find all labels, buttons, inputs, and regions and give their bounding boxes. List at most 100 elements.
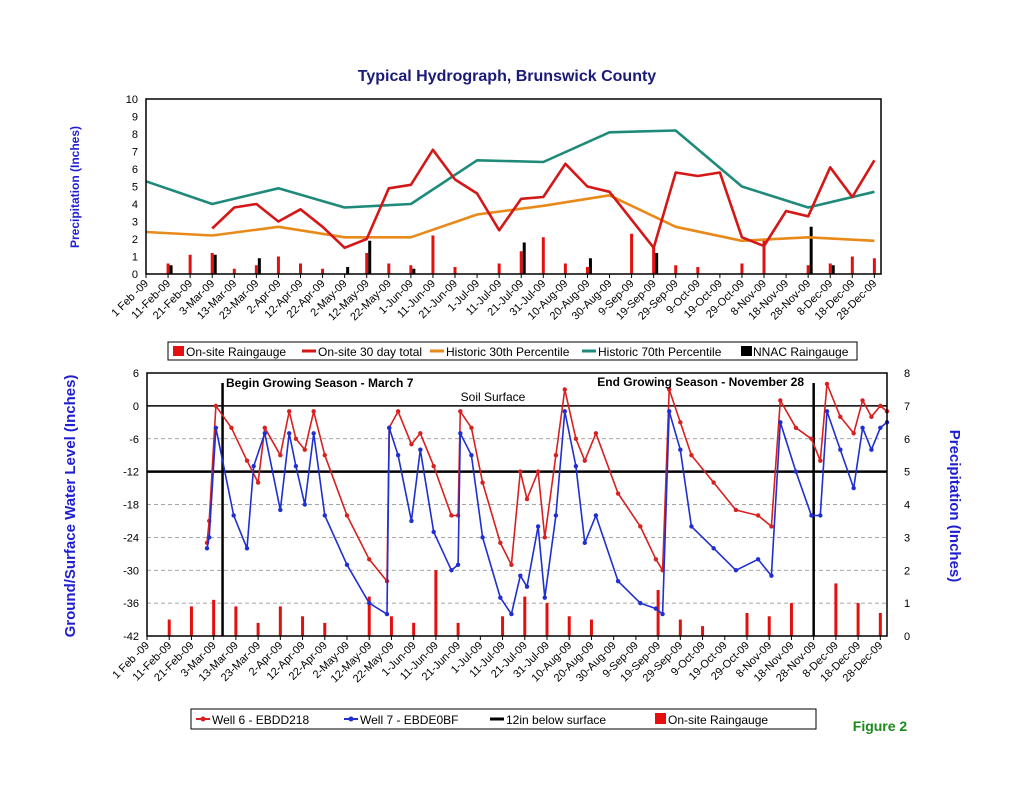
y-tick-label: 8	[132, 129, 138, 141]
legend-label-p30: Historic 30th Percentile	[446, 345, 570, 359]
point-well-7-ebde0bf	[384, 611, 390, 617]
bottom-plot-frame	[146, 372, 888, 637]
point-well-6-ebdd218	[518, 469, 523, 474]
legend-label-p70: Historic 70th Percentile	[598, 345, 722, 359]
point-well-6-ebdd218	[409, 442, 414, 447]
y2-tick-label: 8	[904, 368, 910, 380]
point-well-7-ebde0bf	[593, 513, 599, 518]
point-well-6-ebdd218	[418, 431, 423, 436]
figure-label: Figure 2	[853, 718, 908, 734]
point-well-7-ebde0bf	[251, 463, 256, 469]
series-line-historic-30th-percentile	[145, 194, 875, 243]
bar-on-site-raingauge	[232, 268, 236, 274]
bar-on-site-raingauge	[806, 265, 810, 274]
bar-on-site-raingauge	[762, 239, 766, 274]
bar-on-site-raingauge	[365, 253, 369, 274]
y2-tick-label: 2	[904, 565, 910, 577]
bar-nnac-raingauge	[412, 268, 416, 274]
point-well-6-ebdd218	[278, 452, 283, 458]
legend-marker-well7	[348, 716, 354, 722]
annotation-soil-surface: Soil Surface	[461, 390, 526, 404]
point-well-7-ebde0bf	[851, 485, 856, 491]
bar-on-site-raingauge	[299, 263, 303, 274]
point-well-7-ebde0bf	[524, 584, 530, 589]
point-well-7-ebde0bf	[562, 409, 567, 414]
legend-label-total30: On-site 30 day total	[318, 345, 422, 359]
point-well-7-ebde0bf	[509, 611, 514, 617]
point-well-7-ebde0bf	[449, 568, 454, 573]
point-well-7-ebde0bf	[582, 540, 587, 546]
legend-label-raingauge: On-site Raingauge	[186, 345, 286, 359]
bar-on-site-raingauge	[523, 596, 527, 636]
y-tick-label: 3	[132, 217, 138, 229]
bar-on-site-raingauge	[188, 254, 192, 274]
point-well-6-ebdd218	[689, 452, 694, 458]
point-well-6-ebdd218	[293, 436, 299, 441]
bar-on-site-raingauge	[367, 596, 371, 636]
bar-nnac-raingauge	[213, 254, 217, 274]
bar-on-site-raingauge	[789, 603, 793, 636]
bar-on-site-raingauge	[409, 265, 413, 274]
point-well-6-ebdd218	[653, 557, 659, 562]
point-well-7-ebde0bf	[204, 546, 210, 551]
point-well-7-ebde0bf	[678, 447, 683, 452]
bar-on-site-raingauge	[656, 589, 660, 636]
bar-on-site-raingauge	[678, 619, 682, 636]
point-well-6-ebdd218	[755, 513, 761, 518]
point-well-6-ebdd218	[582, 458, 587, 463]
bar-on-site-raingauge	[256, 622, 260, 636]
y-tick-label: 5	[132, 182, 138, 194]
y-tick-label: -42	[123, 631, 139, 643]
y-tick-label: 0	[133, 401, 139, 413]
point-well-7-ebde0bf	[293, 463, 299, 469]
annotation-end-season: End Growing Season - November 28	[597, 375, 804, 389]
point-well-6-ebdd218	[213, 403, 219, 409]
legend-swatch-raingauge-2	[655, 713, 666, 724]
y-tick-label: 9	[132, 112, 138, 124]
y-tick-label: -30	[123, 565, 139, 577]
y2-tick-label: 4	[904, 500, 910, 512]
point-well-7-ebde0bf	[711, 546, 716, 551]
point-well-6-ebdd218	[769, 524, 774, 529]
bar-on-site-raingauge	[167, 619, 171, 636]
point-well-6-ebdd218	[809, 436, 814, 441]
point-well-7-ebde0bf	[244, 546, 250, 551]
point-well-7-ebde0bf	[689, 524, 694, 529]
bar-on-site-raingauge	[323, 622, 327, 636]
legend-label-well6: Well 6 - EBDD218	[212, 713, 309, 727]
point-well-6-ebdd218	[322, 452, 327, 458]
bar-on-site-raingauge	[189, 606, 193, 636]
bottom-chart-ylabel: Ground/Surface Water Level (Inches)	[62, 375, 79, 638]
point-well-6-ebdd218	[573, 436, 579, 441]
point-well-7-ebde0bf	[262, 431, 267, 436]
bottom-x-ticks: 1 Feb -0911-Feb-0921-Feb-093-Mar-0913-Ma…	[110, 636, 885, 685]
point-well-7-ebde0bf	[469, 452, 474, 458]
bar-on-site-raingauge	[767, 616, 771, 636]
annotation-begin-season: Begin Growing Season - March 7	[226, 376, 414, 390]
bar-on-site-raingauge	[878, 612, 882, 636]
bar-on-site-raingauge	[541, 237, 545, 274]
bar-on-site-raingauge	[434, 570, 438, 636]
top-y-ticks: 0 1 2 3 4 5 6 7 8 9 10	[126, 94, 138, 281]
top-lines	[145, 129, 876, 250]
point-well-6-ebdd218	[562, 387, 567, 392]
point-well-6-ebdd218	[311, 409, 316, 414]
bar-on-site-raingauge	[834, 583, 838, 636]
point-well-7-ebde0bf	[818, 513, 823, 518]
legend-marker-well6	[200, 716, 206, 722]
point-well-7-ebde0bf	[838, 447, 843, 452]
y2-tick-label: 3	[904, 532, 910, 544]
y2-tick-label: 6	[904, 434, 910, 446]
legend-swatch-nnac	[741, 346, 752, 356]
point-well-6-ebdd218	[287, 409, 292, 414]
bar-on-site-raingauge	[501, 616, 505, 636]
bottom-y-ticks: -42 -36 -30 -24 -18 -12 -6 0 6	[123, 368, 139, 643]
point-well-7-ebde0bf	[809, 513, 814, 518]
bar-on-site-raingauge	[456, 622, 460, 636]
point-well-6-ebdd218	[678, 420, 683, 425]
y2-tick-label: 5	[904, 467, 910, 479]
bar-on-site-raingauge	[453, 267, 457, 274]
point-well-6-ebdd218	[553, 452, 559, 458]
bar-on-site-raingauge	[674, 265, 678, 274]
